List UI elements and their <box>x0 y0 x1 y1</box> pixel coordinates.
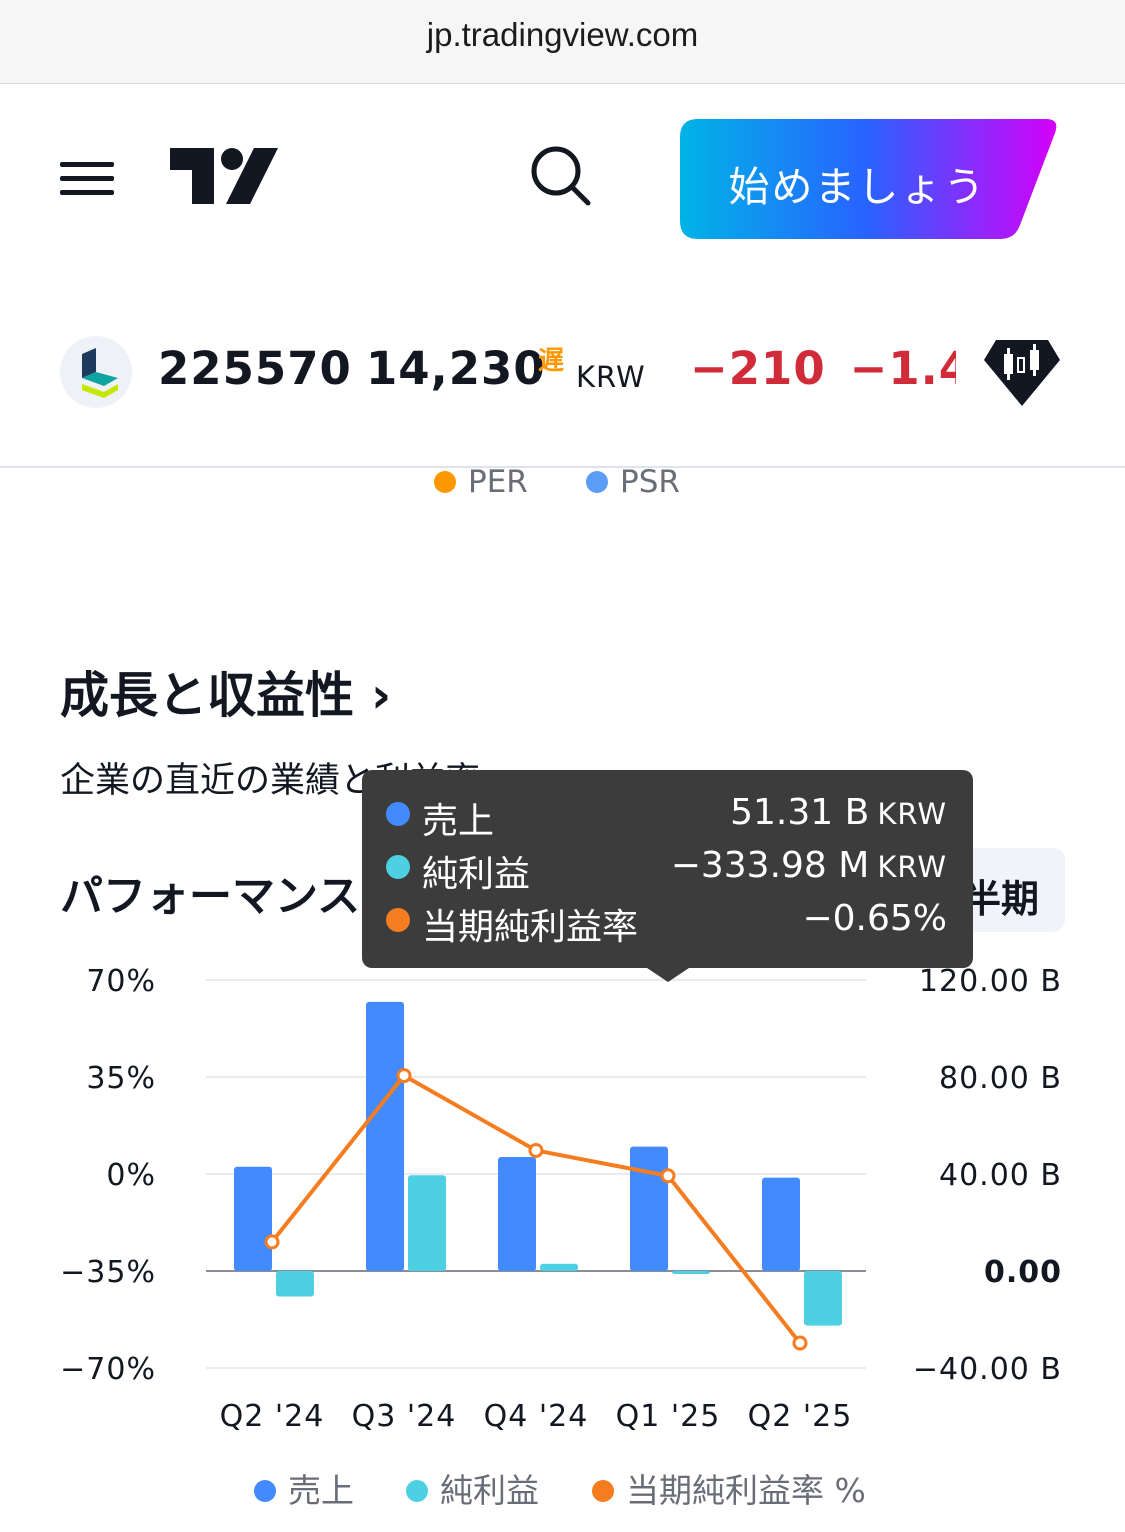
legend-label-per: PER <box>468 464 528 500</box>
price-currency: KRW <box>576 360 646 394</box>
tooltip-net-income-label: 純利益 <box>422 854 531 895</box>
net-income-bar <box>408 1175 446 1271</box>
delayed-badge: 遅 <box>538 346 565 376</box>
x-axis-tick: Q4 '24 <box>484 1399 589 1434</box>
tooltip-row-net-margin: 当期純利益率 −0.65% <box>386 898 947 948</box>
psr-dot <box>586 471 608 493</box>
tooltip-net-margin-label: 当期純利益率 <box>422 907 639 948</box>
url-text: jp.tradingview.com <box>426 16 699 53</box>
net-income-bar <box>672 1271 710 1274</box>
performance-chart[interactable]: 70% 120.00 B 35% 80.00 B 0% 40.00 B −35% 0.00 −7… <box>0 960 1125 1440</box>
legend-item-revenue[interactable]: 売上 <box>254 1464 354 1512</box>
legend-label-revenue: 売上 <box>288 1471 354 1510</box>
net-income-bar <box>276 1271 314 1297</box>
right-axis-tick: 0.00 <box>984 1255 1062 1290</box>
x-axis-tick: Q2 '25 <box>748 1399 853 1434</box>
chart-tooltip: 売上 51.31 B KRW 純利益 −333.98 M KRW 当期純利益率 −0… <box>362 770 973 982</box>
tradingview-logo[interactable] <box>170 148 278 204</box>
left-axis-tick: 0% <box>106 1158 156 1193</box>
right-axis-tick: 80.00 B <box>939 1061 1062 1096</box>
divider <box>0 466 1125 468</box>
section-title-link[interactable]: 成長と収益性 › <box>60 667 392 724</box>
net-margin-point <box>264 1234 280 1250</box>
tooltip-net-margin-value: −0.65% <box>802 898 947 939</box>
x-axis-tick: Q3 '24 <box>352 1399 457 1434</box>
tooltip-net-income-dot <box>386 855 410 879</box>
net-income-bar <box>804 1271 842 1326</box>
net-income-bar <box>540 1263 578 1271</box>
revenue-dot <box>254 1480 276 1502</box>
legend-item-net-income[interactable]: 純利益 <box>406 1464 539 1512</box>
company-logo <box>60 336 132 408</box>
symbol-ticker: 225570 <box>158 342 352 395</box>
symbol-price: 14,230 <box>366 342 546 395</box>
left-axis-tick: 70% <box>86 964 156 999</box>
change-percent: −1.45 <box>849 342 956 395</box>
revenue-bar <box>498 1157 536 1271</box>
revenue-bar <box>630 1146 668 1271</box>
x-axis-tick: Q2 '24 <box>220 1399 325 1434</box>
tooltip-net-margin-dot <box>386 908 410 932</box>
tooltip-net-income-unit: KRW <box>877 850 947 884</box>
revenue-bar <box>366 1001 404 1271</box>
revenue-bar <box>234 1166 272 1271</box>
legend-label-net-income: 純利益 <box>440 1471 539 1510</box>
net-margin-point <box>660 1168 676 1184</box>
x-axis-tick: Q1 '25 <box>616 1399 721 1434</box>
net-margin-point <box>528 1142 544 1158</box>
legend-item-psr[interactable]: PSR <box>586 464 680 500</box>
tooltip-row-revenue: 売上 51.31 B KRW <box>386 792 947 842</box>
menu-icon[interactable] <box>60 160 114 198</box>
right-axis-tick: 40.00 B <box>939 1158 1062 1193</box>
tooltip-revenue-label: 売上 <box>422 801 495 842</box>
tooltip-net-income-value: −333.98 M <box>670 845 870 886</box>
tooltip-arrow <box>644 966 692 982</box>
right-axis-tick: −40.00 B <box>913 1352 1062 1387</box>
period-toggle-label: 半期 <box>962 877 1039 921</box>
get-started-button[interactable]: 始めましょう <box>680 119 1058 239</box>
price-change: −210 −1.45 <box>690 342 956 402</box>
candlestick-badge-icon[interactable] <box>982 336 1062 408</box>
tooltip-revenue-value: 51.31 B <box>730 792 870 833</box>
search-icon[interactable] <box>528 144 592 208</box>
legend-label-net-margin: 当期純利益率 % <box>626 1471 866 1510</box>
legend-item-net-margin[interactable]: 当期純利益率 % <box>592 1464 866 1512</box>
browser-url-bar[interactable]: jp.tradingview.com <box>0 0 1125 84</box>
get-started-label: 始めましょう <box>728 163 987 211</box>
legend-label-psr: PSR <box>620 464 680 500</box>
net-income-dot <box>406 1480 428 1502</box>
net-margin-point <box>792 1335 808 1351</box>
performance-title: パフォーマンス <box>60 872 361 922</box>
tooltip-row-net-income: 純利益 −333.98 M KRW <box>386 845 947 895</box>
revenue-bar <box>762 1177 800 1271</box>
net-margin-dot <box>592 1480 614 1502</box>
left-axis-tick: 35% <box>86 1061 156 1096</box>
net-margin-point <box>396 1068 412 1084</box>
right-axis-tick: 120.00 B <box>919 964 1062 999</box>
left-axis-tick: −35% <box>60 1255 156 1290</box>
change-value: −210 <box>690 342 826 395</box>
legend-item-per[interactable]: PER <box>434 464 528 500</box>
left-axis-tick: −70% <box>60 1352 156 1387</box>
tooltip-revenue-unit: KRW <box>877 797 947 831</box>
tooltip-revenue-dot <box>386 802 410 826</box>
per-dot <box>434 471 456 493</box>
